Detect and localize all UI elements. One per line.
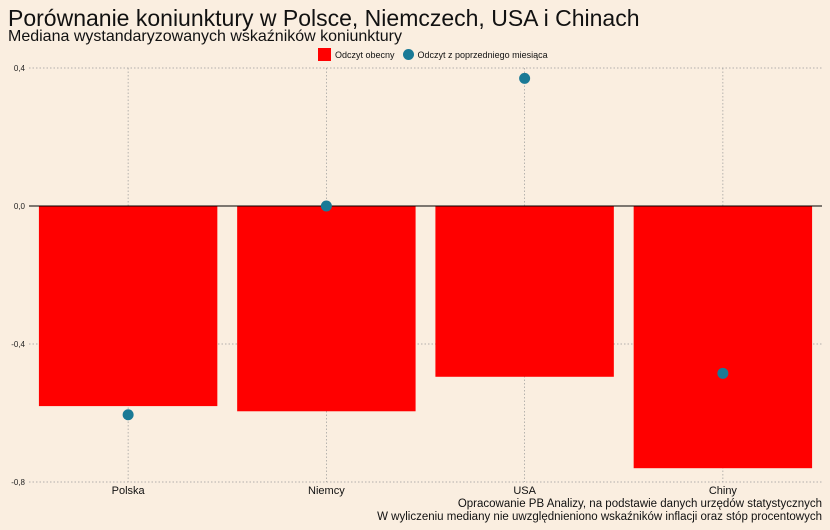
caption-source: Opracowanie PB Analizy, na podstawie dan… — [457, 498, 822, 510]
y-tick-label: -0,4 — [11, 340, 25, 349]
legend-item-previous: Odczyt z poprzedniego miesiąca — [402, 49, 548, 60]
legend: Odczyt obecny Odczyt z poprzedniego mies… — [318, 48, 556, 61]
x-tick-label: USA — [513, 485, 536, 497]
legend-item-current: Odczyt obecny — [318, 48, 395, 61]
chart-title: Porównanie koniunktury w Polsce, Niemcze… — [8, 5, 640, 31]
bar-chiny — [633, 206, 813, 469]
bar-usa — [435, 206, 614, 377]
caption-note: W wyliczeniu mediany nie uwzględnieniono… — [377, 511, 822, 523]
y-tick-label: -0,8 — [11, 478, 25, 487]
x-tick-label: Polska — [112, 485, 146, 497]
y-tick-label: 0,4 — [14, 64, 26, 73]
y-tick-label: 0,0 — [14, 202, 26, 211]
point-polska — [122, 409, 134, 421]
legend-bar-swatch — [318, 48, 331, 61]
chart-subtitle: Mediana wystandaryzowanych wskaźników ko… — [8, 28, 402, 45]
legend-dot-swatch — [402, 49, 414, 60]
point-chiny — [717, 367, 729, 379]
legend-label-previous: Odczyt z poprzedniego miesiąca — [417, 49, 548, 60]
bar-polska — [38, 206, 218, 407]
legend-label-current: Odczyt obecny — [335, 49, 395, 60]
x-tick-label: Chiny — [709, 485, 738, 497]
point-niemcy — [320, 200, 332, 212]
x-tick-label: Niemcy — [308, 485, 345, 497]
point-usa — [519, 72, 531, 84]
bar-niemcy — [237, 206, 416, 412]
